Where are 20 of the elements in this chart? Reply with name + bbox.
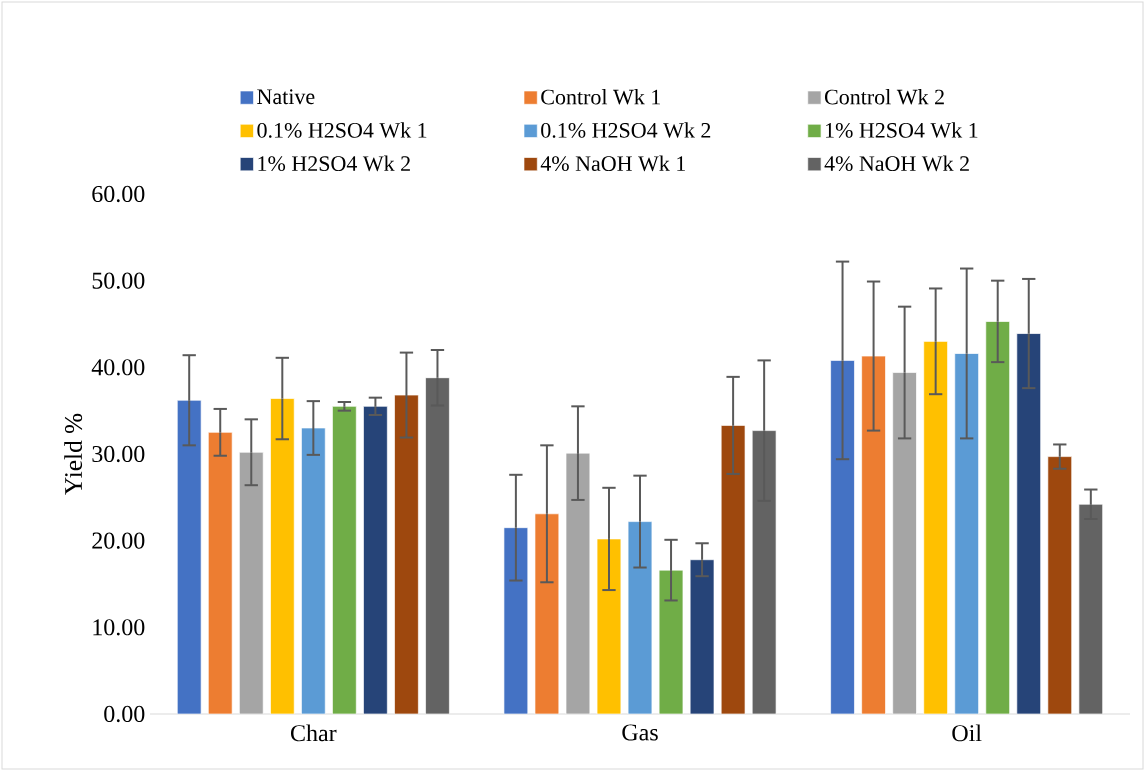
legend-label: 0.1% H2SO4 Wk 2: [541, 122, 711, 138]
legend-label: Control Wk 2: [824, 89, 944, 105]
y-tick-label: 40.00: [91, 359, 145, 376]
legend-label: Control Wk 1: [541, 89, 660, 105]
legend-label: 4% NaOH Wk 2: [824, 155, 969, 172]
y-tick-label: 10.00: [93, 619, 145, 636]
legend-label: 1% H2SO4 Wk 2: [258, 155, 410, 172]
legend-label: Native: [257, 89, 315, 105]
legend-label: 1% H2SO4 Wk 1: [826, 122, 978, 138]
y-tick-label: 50.00: [92, 272, 145, 289]
y-axis-title: Yield %: [64, 413, 83, 495]
y-tick-label: 0.00: [104, 705, 145, 723]
legend-label: 0.1% H2SO4 Wk 1: [257, 122, 427, 138]
x-tick-label: Char: [290, 724, 337, 742]
x-tick-label: Gas: [622, 724, 658, 741]
y-tick-label: 20.00: [92, 532, 145, 549]
y-tick-label: 30.00: [92, 445, 145, 463]
y-tick-label: 60.00: [92, 185, 145, 203]
x-tick-label: Oil: [952, 724, 982, 742]
legend-label: 4% NaOH Wk 1: [540, 155, 685, 172]
